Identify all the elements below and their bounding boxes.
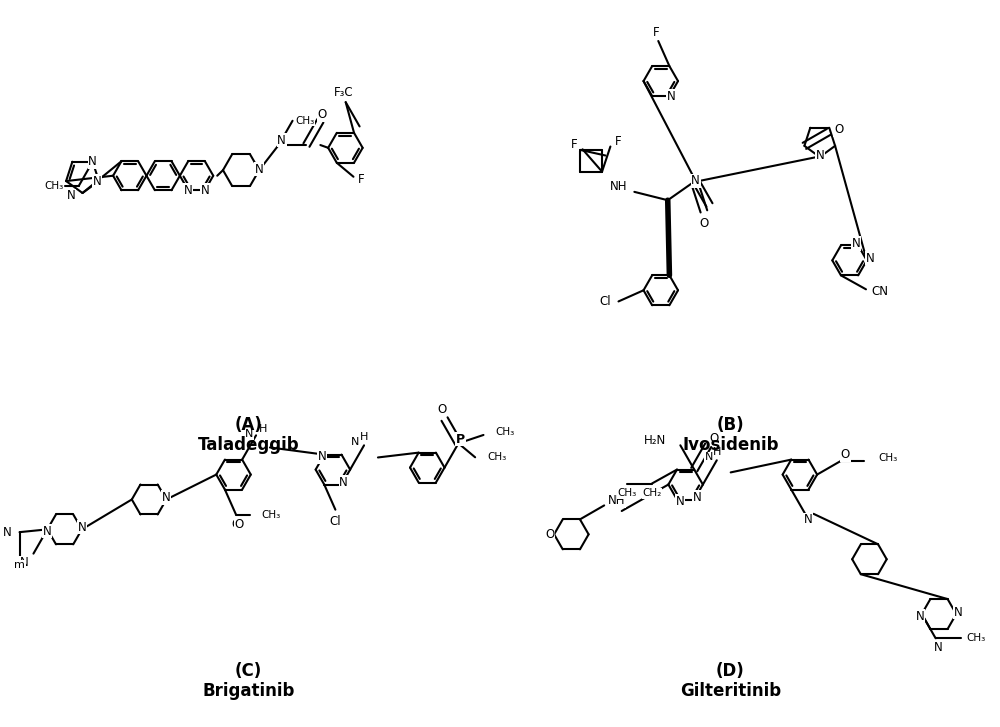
Text: O: O <box>709 432 719 445</box>
Text: CH₃: CH₃ <box>967 633 986 643</box>
Text: N: N <box>88 156 97 168</box>
Text: (D): (D) <box>716 662 745 680</box>
Text: N: N <box>915 609 924 622</box>
Text: (B): (B) <box>717 416 744 434</box>
Text: NH: NH <box>610 180 627 193</box>
Text: F: F <box>358 173 365 186</box>
Text: F: F <box>571 138 578 150</box>
Text: CH₃: CH₃ <box>262 510 281 520</box>
Text: N: N <box>162 491 171 504</box>
Text: Taladeggib: Taladeggib <box>198 435 299 454</box>
Text: N: N <box>20 556 28 569</box>
Text: N: N <box>93 174 101 188</box>
Text: CH₃: CH₃ <box>495 427 515 437</box>
Text: N: N <box>676 495 684 508</box>
Text: Cl: Cl <box>600 295 611 308</box>
Text: N: N <box>3 526 12 539</box>
Text: Ivosidenib: Ivosidenib <box>682 435 779 454</box>
Text: H: H <box>360 433 368 442</box>
Text: N: N <box>255 163 264 176</box>
Text: N: N <box>934 640 943 654</box>
Text: N: N <box>277 134 286 147</box>
Text: N: N <box>184 184 193 197</box>
Text: N: N <box>852 237 861 250</box>
Text: N: N <box>804 513 813 526</box>
Text: O: O <box>437 403 446 416</box>
Text: CH₃: CH₃ <box>296 116 315 126</box>
Text: N: N <box>339 476 348 489</box>
Text: O: O <box>231 518 241 531</box>
Text: H₂N: H₂N <box>644 434 666 447</box>
Text: P: P <box>456 433 465 446</box>
Text: Brigatinib: Brigatinib <box>202 682 295 700</box>
Text: F₃C: F₃C <box>334 86 354 99</box>
Text: O: O <box>699 217 709 230</box>
Text: H: H <box>259 425 267 434</box>
Text: N: N <box>318 450 327 463</box>
Text: CH₃: CH₃ <box>617 489 637 499</box>
Text: CH₃: CH₃ <box>44 181 63 191</box>
Text: N: N <box>201 184 209 197</box>
Text: N: N <box>865 252 874 265</box>
Text: F: F <box>653 25 660 39</box>
Text: H: H <box>713 447 721 457</box>
Text: O: O <box>318 108 327 121</box>
Text: Gilteritinib: Gilteritinib <box>680 682 781 700</box>
Text: (C): (C) <box>235 662 262 680</box>
Text: NH: NH <box>608 494 626 507</box>
Text: (A): (A) <box>234 416 262 434</box>
Text: O: O <box>841 448 850 461</box>
Text: N: N <box>77 521 86 534</box>
Text: O: O <box>546 528 555 541</box>
Text: N: N <box>954 606 963 619</box>
Text: N: N <box>704 452 713 462</box>
Text: CH₃: CH₃ <box>487 452 506 462</box>
Text: O: O <box>834 124 843 137</box>
Text: N: N <box>245 430 253 439</box>
Text: N: N <box>43 525 52 538</box>
Text: CN: CN <box>871 285 888 298</box>
Text: F: F <box>615 135 622 148</box>
Text: m: m <box>18 558 28 568</box>
Text: N: N <box>667 89 676 103</box>
Text: N: N <box>693 491 702 504</box>
Text: m: m <box>14 561 25 571</box>
Text: N: N <box>815 148 824 161</box>
Text: Cl: Cl <box>330 515 341 528</box>
Text: N: N <box>691 174 700 187</box>
Text: O: O <box>234 518 244 531</box>
Text: N: N <box>67 190 76 202</box>
Text: CH₂: CH₂ <box>642 489 662 499</box>
Text: N: N <box>351 438 359 447</box>
Text: CH₃: CH₃ <box>878 453 898 462</box>
Text: m: m <box>933 642 944 652</box>
